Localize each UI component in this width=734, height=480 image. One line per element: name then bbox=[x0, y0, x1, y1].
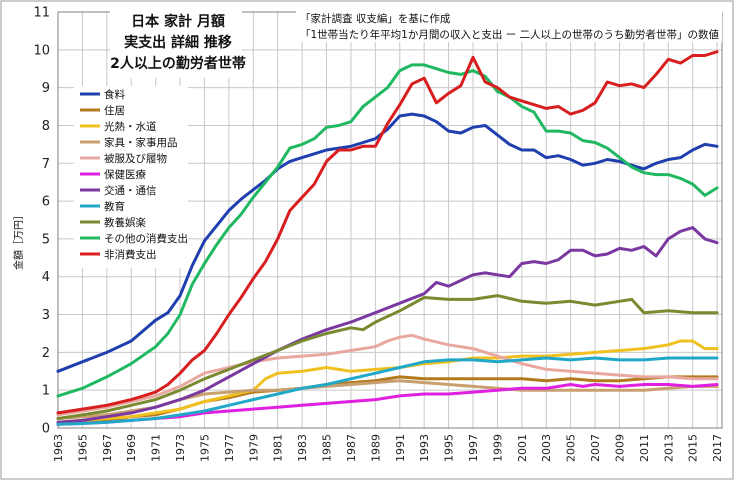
x-tick-label: 2015 bbox=[687, 434, 700, 462]
x-tick-label: 1993 bbox=[418, 434, 431, 462]
title-line-1: 日本 家計 月額 bbox=[131, 13, 225, 30]
x-tick-label: 2005 bbox=[565, 434, 578, 462]
title-background bbox=[110, 8, 242, 78]
x-tick-label: 2009 bbox=[613, 434, 626, 462]
x-tick-label: 1967 bbox=[101, 434, 114, 462]
x-tick-label: 1977 bbox=[223, 434, 236, 462]
series-line bbox=[56, 112, 719, 373]
x-tick-label: 1999 bbox=[491, 434, 504, 462]
x-tick-label: 1995 bbox=[443, 434, 456, 462]
y-tick-label: 1 bbox=[42, 384, 50, 399]
x-tick-label: 2001 bbox=[516, 434, 529, 462]
x-tick-label: 1983 bbox=[296, 434, 309, 462]
note-background bbox=[296, 10, 722, 42]
series-line bbox=[56, 294, 719, 420]
legend-label: 食料 bbox=[104, 88, 125, 101]
legend-label: 交通・通信 bbox=[104, 184, 157, 197]
x-tick-label: 1989 bbox=[369, 434, 382, 462]
x-tick-label: 1969 bbox=[125, 434, 138, 462]
x-tick-label: 1963 bbox=[52, 434, 65, 462]
legend-label: 住居 bbox=[104, 104, 125, 117]
x-tick-label: 2003 bbox=[540, 434, 553, 462]
legend-label: 教養娯楽 bbox=[104, 216, 146, 229]
x-tick-label: 2007 bbox=[589, 434, 602, 462]
series-lines bbox=[56, 50, 719, 426]
legend-label: 非消費支出 bbox=[104, 248, 157, 261]
title-line-3: 2人以上の勤労者世帯 bbox=[110, 55, 246, 72]
x-tick-label: 1991 bbox=[394, 434, 407, 462]
series-line bbox=[56, 333, 719, 417]
x-tick-label: 1975 bbox=[198, 434, 211, 462]
legend-label: その他の消費支出 bbox=[104, 232, 188, 245]
y-tick-label: 9 bbox=[42, 81, 50, 96]
y-tick-label: 11 bbox=[33, 6, 50, 21]
note-line-2: 「1世帯当たり年平均1か月間の収入と支出 ー 二人以上の世帯のうち勤労者世帯」の… bbox=[300, 28, 720, 41]
legend-label: 光熱・水道 bbox=[104, 120, 157, 133]
x-tick-label: 1965 bbox=[76, 434, 89, 462]
y-tick-label: 5 bbox=[42, 232, 50, 247]
y-tick-label: 6 bbox=[42, 195, 50, 210]
axes: 0 1 2 3 4 5 6 7 8 9 10 11 1963 1965 1967 1969 1971 1973 19… bbox=[33, 6, 724, 463]
y-tick-label: 2 bbox=[42, 346, 50, 361]
series-line bbox=[56, 63, 719, 398]
x-tick-label: 1979 bbox=[247, 434, 260, 462]
note-line-1: 「家計調査 収支編」を基に作成 bbox=[300, 12, 451, 25]
y-tick-label: 8 bbox=[42, 119, 50, 134]
series-line bbox=[56, 226, 719, 424]
title-line-2: 実支出 詳細 推移 bbox=[124, 34, 232, 51]
x-tick-label: 2011 bbox=[638, 434, 651, 462]
x-tick-label: 1997 bbox=[467, 434, 480, 462]
chart-title: 日本 家計 月額 実支出 詳細 推移 2人以上の勤労者世帯 bbox=[110, 8, 246, 78]
y-tick-label: 0 bbox=[42, 422, 50, 437]
y-tick-label: 4 bbox=[42, 270, 50, 285]
legend: 食料住居光熱・水道家具・家事用品被服及び履物保健医療交通・通信教育教養娯楽その他… bbox=[74, 86, 188, 268]
y-axis-label: 金額［万円］ bbox=[12, 210, 25, 270]
source-note: 「家計調査 収支編」を基に作成 「1世帯当たり年平均1か月間の収入と支出 ー 二… bbox=[296, 10, 722, 42]
y-tick-label: 3 bbox=[42, 308, 50, 323]
x-tick-label: 1971 bbox=[150, 434, 163, 462]
legend-label: 家具・家事用品 bbox=[104, 136, 178, 149]
x-tick-label: 1973 bbox=[174, 434, 187, 462]
x-tick-label: 1985 bbox=[321, 434, 334, 462]
legend-label: 保健医療 bbox=[104, 168, 146, 181]
series-line bbox=[56, 50, 719, 415]
legend-label: 被服及び履物 bbox=[104, 152, 167, 165]
x-tick-label: 1987 bbox=[345, 434, 358, 462]
series-line bbox=[56, 356, 719, 426]
x-tick-label: 2017 bbox=[711, 434, 724, 462]
legend-label: 教育 bbox=[104, 200, 125, 213]
x-tick-label: 2013 bbox=[662, 434, 675, 462]
x-tick-label: 1981 bbox=[272, 434, 285, 462]
y-tick-label: 7 bbox=[42, 157, 50, 172]
y-tick-label: 10 bbox=[33, 43, 50, 58]
